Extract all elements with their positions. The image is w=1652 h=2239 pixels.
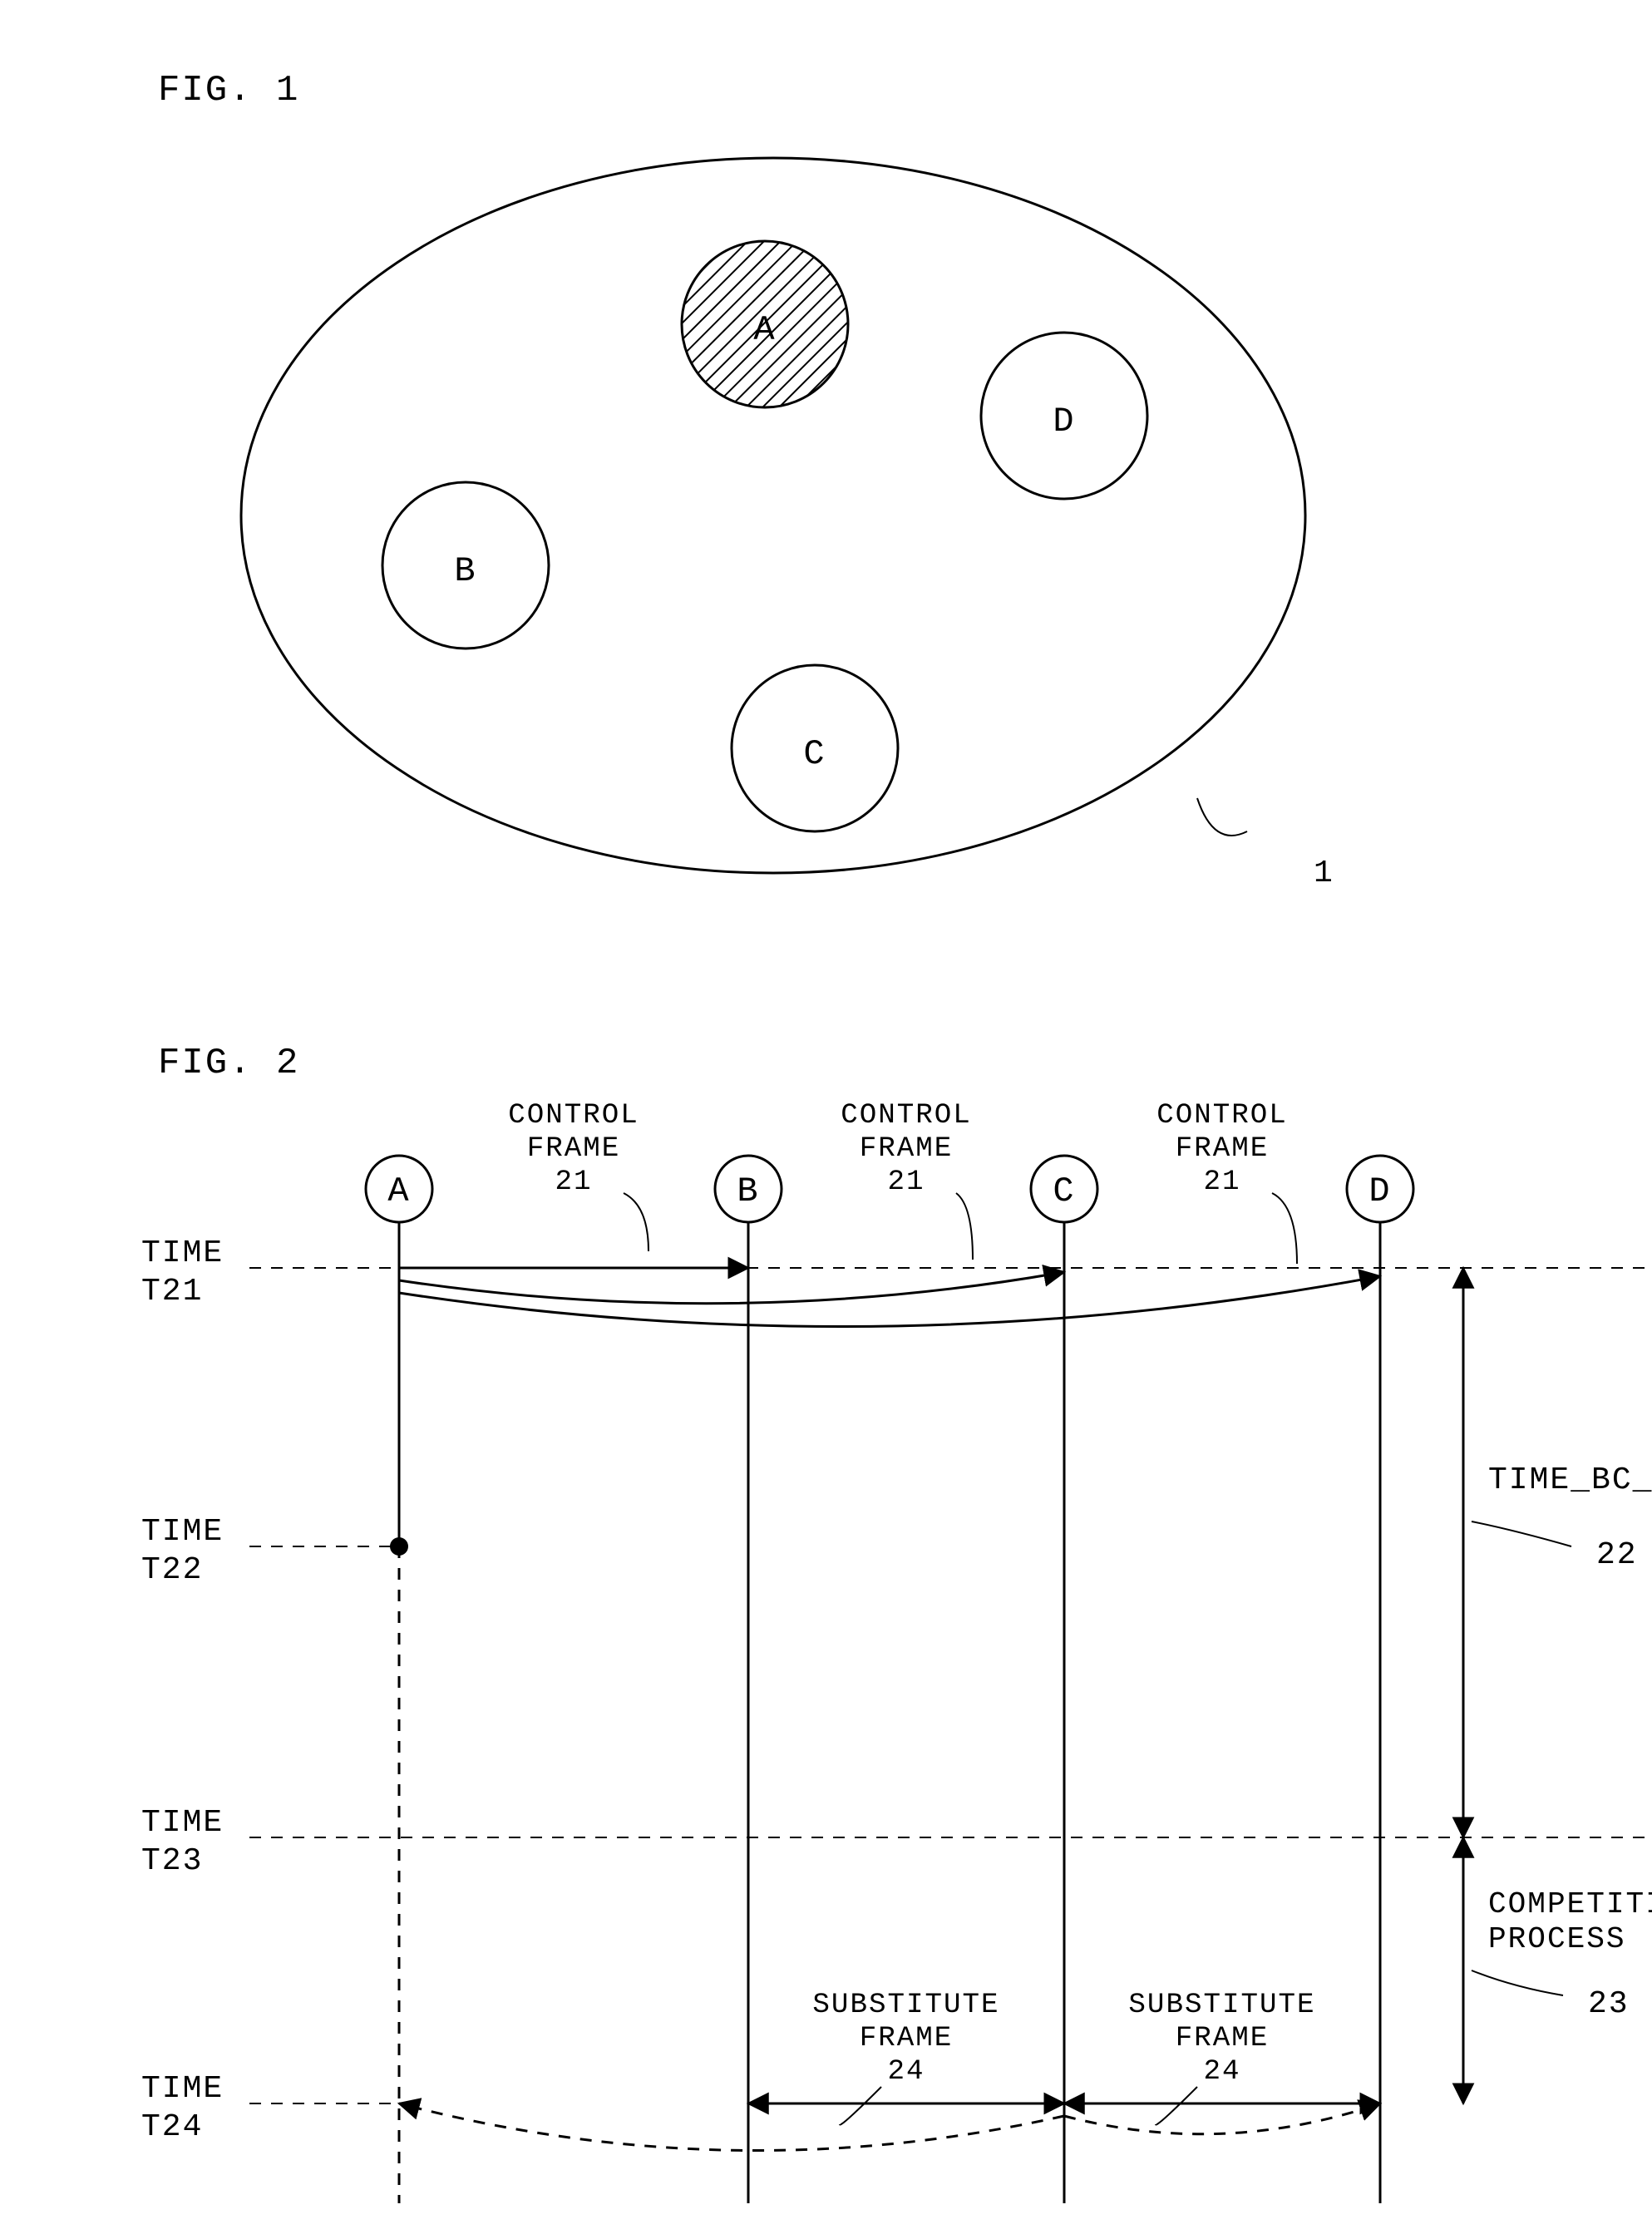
svg-text:TIME: TIME (141, 1805, 224, 1841)
svg-text:TIME: TIME (141, 1514, 224, 1550)
fig2-title: FIG. 2 (158, 1043, 299, 1084)
svg-text:21: 21 (887, 1166, 925, 1198)
svg-text:A: A (753, 310, 776, 350)
svg-text:SUBSTITUTE: SUBSTITUTE (812, 1990, 999, 2021)
substitute-dashed-C-A (399, 2103, 1064, 2151)
control-frame-arrow-C (399, 1272, 1064, 1304)
svg-text:24: 24 (887, 2056, 925, 2088)
svg-text:FRAME: FRAME (860, 2023, 954, 2054)
svg-text:TIME: TIME (141, 1235, 224, 1271)
svg-text:T21: T21 (141, 1274, 203, 1309)
svg-text:T22: T22 (141, 1552, 203, 1588)
svg-text:PROCESS: PROCESS (1488, 1922, 1626, 1956)
svg-text:T23: T23 (141, 1843, 203, 1879)
svg-text:B: B (454, 551, 476, 591)
svg-text:T24: T24 (141, 2109, 203, 2145)
svg-text:FRAME: FRAME (527, 1133, 621, 1165)
svg-text:C: C (1053, 1171, 1075, 1211)
svg-text:CONTROL: CONTROL (841, 1100, 972, 1132)
svg-text:COMPETITION: COMPETITION (1488, 1887, 1652, 1921)
svg-text:FRAME: FRAME (1176, 2023, 1270, 2054)
svg-text:A: A (387, 1171, 410, 1211)
fig1-title: FIG. 1 (158, 70, 299, 111)
substitute-dashed-C-D (1064, 2103, 1380, 2134)
svg-text:21: 21 (555, 1166, 592, 1198)
control-frame-arrow-D (399, 1276, 1380, 1327)
svg-text:22: 22 (1596, 1537, 1638, 1573)
svg-text:SUBSTITUTE: SUBSTITUTE (1128, 1990, 1315, 2021)
svg-text:FRAME: FRAME (1176, 1133, 1270, 1165)
svg-text:B: B (737, 1171, 759, 1211)
fig1-ref-1: 1 (1314, 856, 1334, 891)
svg-text:FRAME: FRAME (860, 1133, 954, 1165)
svg-text:C: C (803, 734, 826, 774)
svg-text:CONTROL: CONTROL (508, 1100, 639, 1132)
svg-text:TIME_BC_WAIT: TIME_BC_WAIT (1488, 1462, 1652, 1498)
svg-text:D: D (1368, 1171, 1391, 1211)
svg-text:TIME: TIME (141, 2071, 224, 2107)
time-dot-T22 (390, 1537, 408, 1556)
svg-text:23: 23 (1588, 1986, 1630, 2022)
svg-text:24: 24 (1203, 2056, 1240, 2088)
svg-text:D: D (1053, 402, 1075, 441)
svg-text:CONTROL: CONTROL (1156, 1100, 1288, 1132)
svg-text:21: 21 (1203, 1166, 1240, 1198)
